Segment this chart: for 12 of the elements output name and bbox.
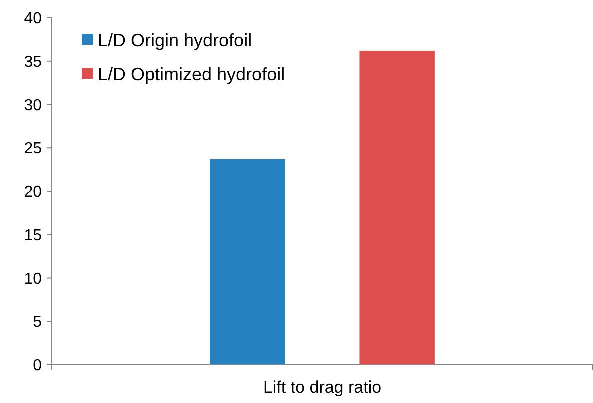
y-tick-label: 25 (24, 140, 42, 158)
y-tick-label: 20 (24, 184, 42, 202)
y-tick-label: 30 (24, 97, 42, 114)
y-tick-label: 15 (24, 227, 42, 244)
y-tick-label: 5 (33, 314, 42, 332)
y-tick-label: 40 (24, 10, 42, 28)
y-tick-label: 35 (24, 54, 42, 71)
x-tick-label: Lift to drag ratio (263, 378, 382, 397)
y-tick-label: 10 (24, 270, 42, 288)
legend-label: L/D Optimized hydrofoil (98, 64, 286, 84)
legend-label: L/D Origin hydrofoil (98, 30, 252, 50)
y-tick-label: 0 (33, 358, 42, 375)
